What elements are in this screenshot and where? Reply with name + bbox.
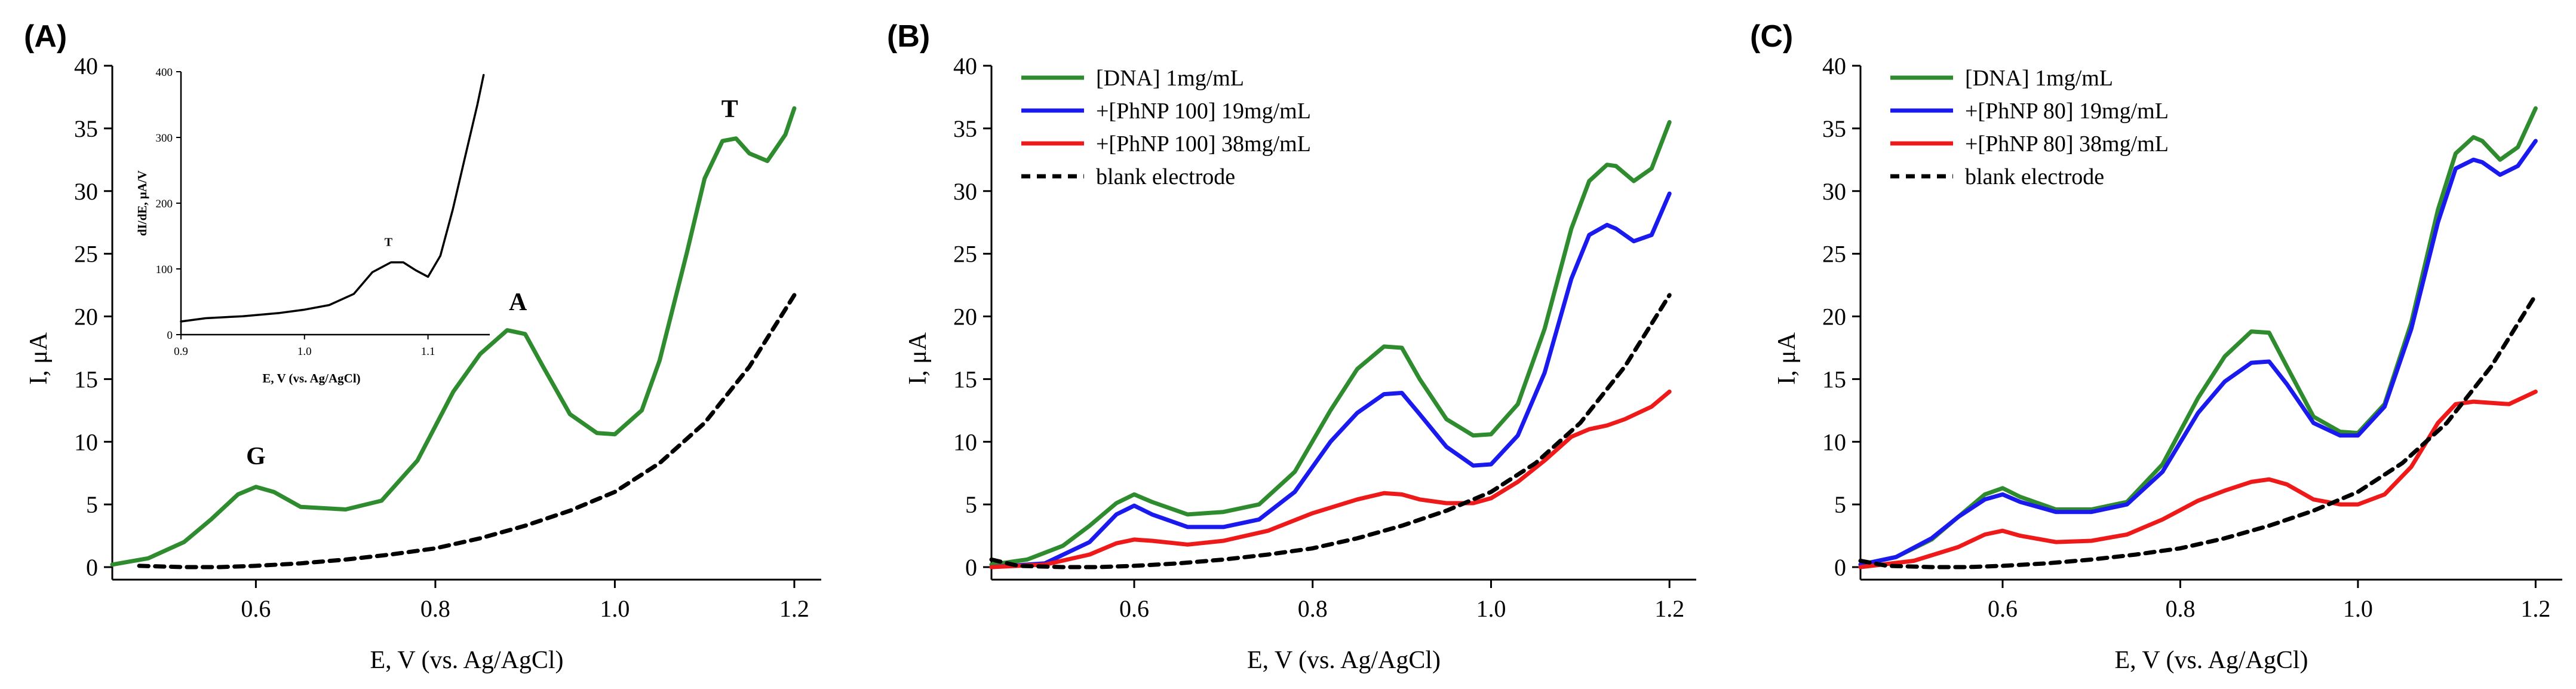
x-tick-label: 0.6 (1988, 595, 2018, 622)
x-tick-label: 0.8 (2165, 595, 2195, 622)
series-line-1 (137, 293, 797, 569)
series-line-inset-0 (180, 74, 485, 323)
series-line-2 (989, 389, 1672, 569)
y-tick-label: 5 (86, 491, 98, 518)
legend-label-2: +[PhNP 80] 38mg/mL (1965, 131, 2169, 157)
inset-x-axis-label: E, V (vs. Ag/AgCl) (262, 371, 360, 385)
y-tick-label: 40 (953, 53, 977, 79)
y-tick-label: 10 (1822, 428, 1846, 455)
x-tick-label: 0.6 (241, 595, 271, 622)
y-tick-label: 20 (953, 304, 977, 330)
x-tick-label: 0.6 (1119, 595, 1149, 622)
chart-panel-b: (B) 0 5 10 15 20 25 30 35 40 0.6 0.8 1.0 1.2 E, V (vs.… (887, 19, 1696, 674)
inset-y-tick-label: 400 (156, 66, 173, 79)
series-line-1 (1858, 139, 2538, 567)
legend-label-0: [DNA] 1mg/mL (1096, 66, 1244, 91)
x-tick-label: 0.8 (1298, 595, 1328, 622)
y-tick-label: 20 (74, 304, 98, 330)
legend-label-1: +[PhNP 100] 19mg/mL (1096, 99, 1311, 124)
panel-label: (C) (1750, 19, 1793, 54)
x-tick-label: 1.0 (1476, 595, 1506, 622)
series-line-1 (989, 191, 1672, 569)
y-tick-label: 0 (1834, 554, 1846, 581)
y-tick-label: 35 (74, 115, 98, 142)
series-line-0 (989, 120, 1672, 567)
chart-panel-a: (A) 0 5 10 15 20 25 30 35 40 0.6 0.8 1.0 1.2 E, V (vs.… (24, 19, 821, 674)
y-tick-label: 40 (74, 53, 98, 79)
y-tick-label: 30 (953, 178, 977, 205)
inset-x-tick-label: 1.1 (421, 345, 435, 358)
series-line-3 (989, 293, 1672, 569)
y-axis-label: I, μA (25, 332, 53, 385)
legend-label-3: blank electrode (1096, 164, 1235, 189)
y-tick-label: 5 (965, 491, 977, 518)
panel-label: (A) (24, 19, 67, 54)
y-tick-label: 0 (965, 554, 977, 581)
y-tick-label: 0 (86, 554, 98, 581)
panel-label: (B) (887, 19, 930, 54)
y-tick-label: 15 (74, 366, 98, 393)
y-tick-label: 30 (74, 178, 98, 205)
y-tick-label: 10 (953, 428, 977, 455)
x-axis-label: E, V (vs. Ag/AgCl) (1247, 647, 1441, 674)
x-tick-label: 1.2 (1654, 595, 1684, 622)
peak-label-g: G (246, 443, 266, 470)
series-line-0 (1858, 106, 2538, 567)
x-tick-label: 1.0 (2343, 595, 2373, 622)
inset-peak-label: T (385, 236, 393, 249)
legend-label-2: +[PhNP 100] 38mg/mL (1096, 131, 1311, 157)
inset-chart: 0 100 200 300 400 0.9 1.0 1.1 E, V (vs. Ag/AgCl)… (135, 66, 490, 385)
series-line-0 (110, 106, 797, 567)
y-tick-label: 25 (74, 241, 98, 268)
y-tick-label: 10 (74, 428, 98, 455)
y-tick-label: 15 (953, 366, 977, 393)
y-tick-label: 35 (1822, 115, 1846, 142)
legend: [DNA] 1mg/mL +[PhNP 80] 19mg/mL +[PhNP 80]… (1890, 66, 2169, 189)
series-line-2 (1858, 389, 2538, 569)
peak-label-t: T (721, 96, 738, 123)
inset-x-tick-label: 1.0 (297, 345, 312, 358)
x-tick-label: 0.8 (420, 595, 450, 622)
inset-y-tick-label: 200 (156, 198, 173, 210)
chart-panel-c: (C) 0 5 10 15 20 25 30 35 40 0.6 0.8 1.0 1.2 E, V (vs.… (1750, 19, 2562, 674)
y-tick-label: 35 (953, 115, 977, 142)
x-axis-label: E, V (vs. Ag/AgCl) (2115, 647, 2308, 674)
x-tick-label: 1.2 (2520, 595, 2550, 622)
y-tick-label: 20 (1822, 304, 1846, 330)
legend-label-0: [DNA] 1mg/mL (1965, 66, 2113, 91)
x-tick-label: 1.0 (600, 595, 630, 622)
legend: [DNA] 1mg/mL +[PhNP 100] 19mg/mL +[PhNP 10… (1021, 66, 1311, 189)
y-tick-label: 40 (1822, 53, 1846, 79)
y-tick-label: 25 (1822, 241, 1846, 268)
legend-label-1: +[PhNP 80] 19mg/mL (1965, 99, 2169, 124)
series-line-3 (1858, 293, 2538, 569)
y-tick-label: 30 (1822, 178, 1846, 205)
legend-label-3: blank electrode (1965, 164, 2104, 189)
inset-x-tick-label: 0.9 (174, 345, 188, 358)
inset-y-tick-label: 0 (167, 329, 173, 342)
y-tick-label: 5 (1834, 491, 1846, 518)
x-axis-label: E, V (vs. Ag/AgCl) (370, 647, 564, 674)
peak-label-a: A (509, 289, 527, 316)
inset-y-tick-label: 100 (156, 264, 173, 276)
y-tick-label: 25 (953, 241, 977, 268)
y-tick-label: 15 (1822, 366, 1846, 393)
x-tick-label: 1.2 (779, 595, 809, 622)
y-axis-label: I, μA (1773, 332, 1801, 385)
y-axis-label: I, μA (904, 332, 932, 385)
inset-y-tick-label: 300 (156, 132, 173, 145)
inset-y-axis-label: dI/dE, μA/V (135, 170, 149, 236)
